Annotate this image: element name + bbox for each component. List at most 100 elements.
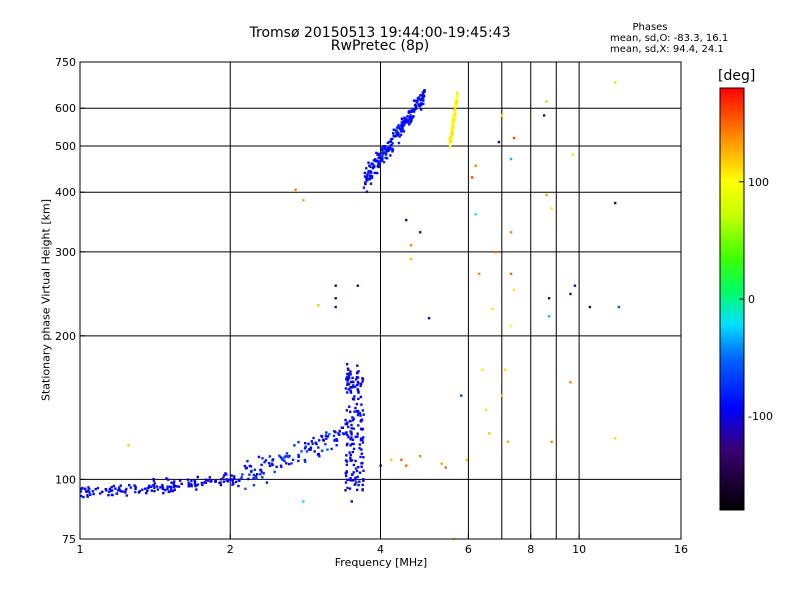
y-tick-label: 600 <box>55 102 76 115</box>
data-point <box>264 459 268 462</box>
data-point <box>112 484 116 488</box>
data-point <box>448 145 452 148</box>
data-point <box>193 482 197 486</box>
data-point <box>363 171 366 175</box>
data-point <box>344 481 348 484</box>
data-point <box>114 487 117 490</box>
data-point <box>372 165 376 169</box>
x-tick-label: 6 <box>465 543 472 556</box>
data-point <box>86 489 90 492</box>
data-point <box>350 500 353 503</box>
data-point <box>187 483 190 487</box>
data-point <box>208 476 212 479</box>
y-tick-label: 500 <box>55 140 76 153</box>
data-point <box>144 487 147 490</box>
data-point <box>474 213 477 216</box>
data-point <box>422 102 425 106</box>
data-point <box>245 466 248 470</box>
data-point <box>225 479 228 482</box>
data-point <box>383 145 387 148</box>
data-point <box>569 381 572 384</box>
data-point <box>273 470 276 474</box>
data-point <box>406 121 409 124</box>
data-point <box>169 487 173 491</box>
data-point <box>357 370 360 373</box>
data-point <box>356 388 359 391</box>
data-point <box>153 486 156 489</box>
data-point <box>270 462 274 465</box>
data-point <box>150 489 154 492</box>
data-point <box>449 137 452 140</box>
data-point <box>335 439 339 442</box>
data-point <box>246 459 249 463</box>
data-point <box>474 164 477 167</box>
data-point <box>393 128 397 132</box>
data-point <box>369 182 373 185</box>
data-point <box>170 481 173 484</box>
data-point <box>167 478 170 481</box>
data-point <box>287 462 291 466</box>
data-point <box>391 150 394 153</box>
data-point <box>397 124 400 127</box>
data-point <box>362 436 365 439</box>
data-point <box>414 105 418 109</box>
data-point <box>357 391 360 394</box>
data-point <box>360 452 364 455</box>
data-point <box>291 458 295 462</box>
data-point <box>400 125 403 128</box>
data-point <box>345 409 349 412</box>
data-point <box>365 179 369 182</box>
data-point <box>389 137 393 141</box>
data-point <box>400 458 403 462</box>
data-point <box>407 110 411 113</box>
data-point <box>349 385 353 389</box>
data-point <box>302 199 305 202</box>
data-point <box>358 471 362 474</box>
data-point <box>166 485 169 488</box>
data-point <box>310 440 313 443</box>
data-point <box>338 430 341 433</box>
data-point <box>444 466 447 469</box>
data-point <box>455 98 458 102</box>
data-point <box>180 482 183 486</box>
data-point <box>362 186 366 189</box>
data-point <box>353 410 356 413</box>
data-point <box>422 94 426 98</box>
data-point <box>354 478 357 481</box>
data-point <box>261 476 264 479</box>
data-point <box>344 474 348 478</box>
data-point <box>506 440 510 444</box>
data-point <box>316 453 320 456</box>
data-point <box>346 367 350 370</box>
data-point <box>509 324 513 328</box>
data-point <box>262 472 265 475</box>
data-point <box>357 424 360 427</box>
data-point <box>285 452 289 455</box>
phase-stats-x: mean, sd,X: 94.4, 24.1 <box>610 44 724 55</box>
data-point <box>396 131 400 134</box>
data-point <box>421 96 425 100</box>
data-point <box>91 490 95 493</box>
data-point <box>334 297 337 300</box>
data-point <box>407 111 410 114</box>
data-point <box>110 489 114 492</box>
data-point <box>187 481 190 484</box>
data-point <box>375 151 378 155</box>
data-point <box>381 154 384 157</box>
data-point <box>146 489 149 493</box>
data-point <box>365 177 369 180</box>
data-point <box>349 373 352 376</box>
data-point <box>382 160 386 164</box>
data-point <box>348 419 352 423</box>
data-point <box>352 417 356 420</box>
data-point <box>80 487 83 491</box>
data-point <box>346 421 349 425</box>
data-point <box>470 176 474 179</box>
data-point <box>367 178 370 181</box>
data-point <box>267 461 271 465</box>
data-point <box>110 493 114 497</box>
data-point <box>345 377 348 381</box>
data-point <box>384 156 387 160</box>
data-point <box>307 448 311 451</box>
data-point <box>355 488 359 492</box>
